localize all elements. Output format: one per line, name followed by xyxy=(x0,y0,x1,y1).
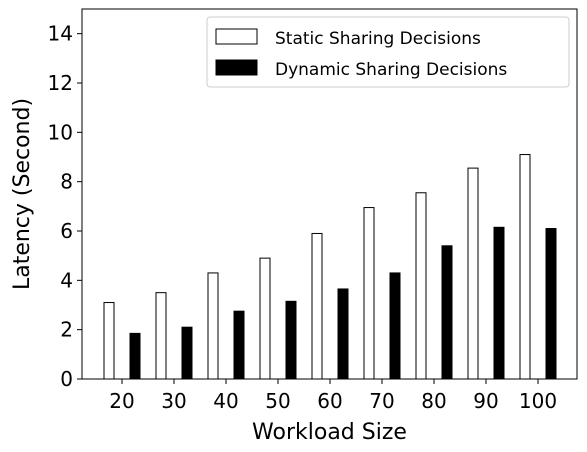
bar-static-90 xyxy=(467,167,479,380)
x-tick-label: 60 xyxy=(317,389,342,413)
legend-label-dynamic: Dynamic Sharing Decisions xyxy=(275,60,507,80)
bars-layer xyxy=(103,154,557,380)
x-tick-label: 100 xyxy=(519,389,557,413)
y-axis-ticks: 0 2 4 6 8 10 12 14 xyxy=(48,22,82,391)
bar-static-70 xyxy=(363,207,375,380)
bar-static-100 xyxy=(519,154,531,380)
bar-dynamic-60 xyxy=(337,288,349,380)
bar-dynamic-40 xyxy=(233,310,245,380)
y-axis-label: Latency (Second) xyxy=(10,98,35,290)
bar-dynamic-90 xyxy=(493,226,505,380)
x-axis-ticks: 20 30 40 50 60 70 80 90 100 xyxy=(109,379,557,413)
bar-static-50 xyxy=(259,257,271,380)
x-tick-label: 40 xyxy=(213,389,238,413)
bar-static-30 xyxy=(155,292,167,380)
bar-dynamic-80 xyxy=(441,245,453,380)
legend-swatch-static xyxy=(215,28,258,45)
bar-dynamic-70 xyxy=(389,272,401,380)
x-tick-label: 20 xyxy=(109,389,134,413)
bar-static-20 xyxy=(103,302,115,380)
y-tick-label: 0 xyxy=(60,367,73,391)
x-tick-label: 50 xyxy=(265,389,290,413)
y-tick-label: 10 xyxy=(48,120,73,144)
bar-dynamic-50 xyxy=(285,300,297,380)
legend-label-static: Static Sharing Decisions xyxy=(275,29,481,49)
bar-static-60 xyxy=(311,232,323,380)
y-tick-label: 6 xyxy=(60,219,73,243)
y-tick-label: 12 xyxy=(48,71,73,95)
bar-dynamic-20 xyxy=(129,332,141,380)
plot-frame xyxy=(81,8,578,380)
y-tick-label: 8 xyxy=(60,170,73,194)
x-tick-label: 30 xyxy=(161,389,186,413)
y-tick-label: 14 xyxy=(48,22,73,46)
legend-frame xyxy=(206,16,570,88)
bar-dynamic-100 xyxy=(545,228,557,380)
y-tick-label: 2 xyxy=(60,318,73,342)
x-tick-label: 70 xyxy=(369,389,394,413)
bar-static-40 xyxy=(207,272,219,380)
bar-dynamic-30 xyxy=(181,326,193,380)
x-tick-label: 80 xyxy=(421,389,446,413)
x-axis-label: Workload Size xyxy=(252,420,407,445)
legend-swatch-dynamic xyxy=(215,59,258,76)
legend: Static Sharing Decisions Dynamic Sharing… xyxy=(206,16,570,88)
x-tick-label: 90 xyxy=(473,389,498,413)
y-tick-label: 4 xyxy=(60,268,73,292)
bar-static-80 xyxy=(415,192,427,380)
